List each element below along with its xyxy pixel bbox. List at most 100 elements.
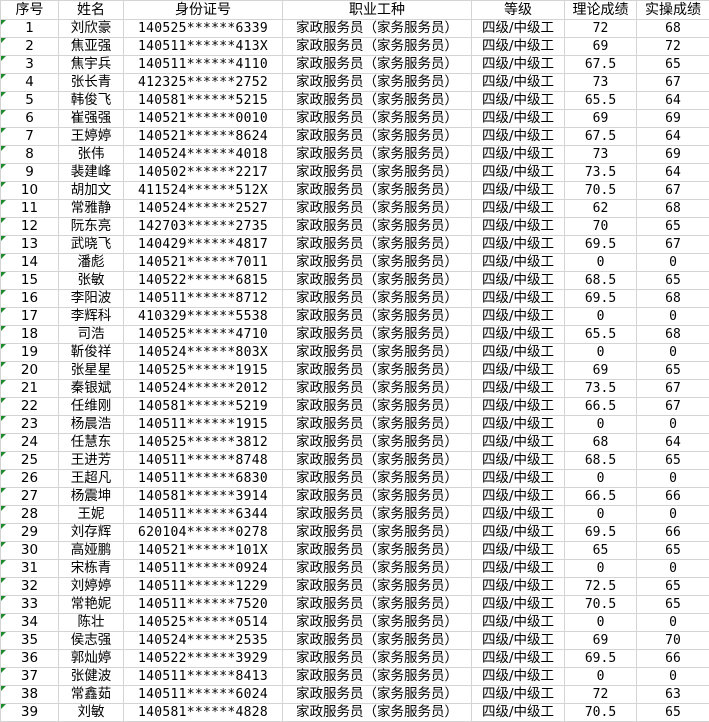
index-cell[interactable]: 3 [1, 56, 59, 74]
index-cell[interactable]: 21 [1, 380, 59, 398]
occupation-cell[interactable]: 家政服务员（家务服务员） [283, 326, 472, 344]
theory-score-cell[interactable]: 69 [565, 38, 637, 56]
practice-score-cell[interactable]: 67 [637, 74, 709, 92]
practice-score-cell[interactable]: 68 [637, 290, 709, 308]
practice-score-cell[interactable]: 64 [637, 434, 709, 452]
id-number-cell[interactable]: 140521******8624 [124, 128, 283, 146]
occupation-cell[interactable]: 家政服务员（家务服务员） [283, 560, 472, 578]
id-number-cell[interactable]: 140511******8748 [124, 452, 283, 470]
id-number-cell[interactable]: 140525******3812 [124, 434, 283, 452]
practice-score-cell[interactable]: 0 [637, 668, 709, 686]
practice-score-cell[interactable]: 0 [637, 254, 709, 272]
level-cell[interactable]: 四级/中级工 [472, 128, 565, 146]
theory-score-cell[interactable]: 65.5 [565, 92, 637, 110]
practice-score-cell[interactable]: 64 [637, 128, 709, 146]
level-cell[interactable]: 四级/中级工 [472, 470, 565, 488]
occupation-cell[interactable]: 家政服务员（家务服务员） [283, 236, 472, 254]
id-number-cell[interactable]: 140581******4828 [124, 704, 283, 722]
level-cell[interactable]: 四级/中级工 [472, 416, 565, 434]
theory-score-cell[interactable]: 68 [565, 434, 637, 452]
practice-score-cell[interactable]: 69 [637, 110, 709, 128]
id-number-cell[interactable]: 140511******6344 [124, 506, 283, 524]
practice-score-cell[interactable]: 0 [637, 416, 709, 434]
practice-score-cell[interactable]: 66 [637, 488, 709, 506]
practice-score-cell[interactable]: 64 [637, 164, 709, 182]
id-number-cell[interactable]: 140525******0514 [124, 614, 283, 632]
level-cell[interactable]: 四级/中级工 [472, 614, 565, 632]
id-number-cell[interactable]: 140524******2535 [124, 632, 283, 650]
id-number-cell[interactable]: 140525******1915 [124, 362, 283, 380]
theory-score-cell[interactable]: 0 [565, 344, 637, 362]
index-cell[interactable]: 6 [1, 110, 59, 128]
index-cell[interactable]: 12 [1, 218, 59, 236]
id-number-cell[interactable]: 140521******101X [124, 542, 283, 560]
level-cell[interactable]: 四级/中级工 [472, 20, 565, 38]
index-cell[interactable]: 22 [1, 398, 59, 416]
level-cell[interactable]: 四级/中级工 [472, 200, 565, 218]
level-cell[interactable]: 四级/中级工 [472, 254, 565, 272]
level-cell[interactable]: 四级/中级工 [472, 146, 565, 164]
id-number-cell[interactable]: 411524******512X [124, 182, 283, 200]
practice-score-cell[interactable]: 65 [637, 452, 709, 470]
occupation-cell[interactable]: 家政服务员（家务服务员） [283, 128, 472, 146]
id-number-cell[interactable]: 140511******6024 [124, 686, 283, 704]
practice-score-cell[interactable]: 68 [637, 326, 709, 344]
header-name[interactable]: 姓名 [59, 1, 124, 20]
practice-score-cell[interactable]: 68 [637, 200, 709, 218]
occupation-cell[interactable]: 家政服务员（家务服务员） [283, 668, 472, 686]
id-number-cell[interactable]: 140511******413X [124, 38, 283, 56]
occupation-cell[interactable]: 家政服务员（家务服务员） [283, 200, 472, 218]
theory-score-cell[interactable]: 68.5 [565, 272, 637, 290]
index-cell[interactable]: 25 [1, 452, 59, 470]
practice-score-cell[interactable]: 0 [637, 614, 709, 632]
practice-score-cell[interactable]: 64 [637, 92, 709, 110]
theory-score-cell[interactable]: 67.5 [565, 128, 637, 146]
name-cell[interactable]: 杨晨浩 [59, 416, 124, 434]
id-number-cell[interactable]: 140524******2012 [124, 380, 283, 398]
id-number-cell[interactable]: 140511******8712 [124, 290, 283, 308]
occupation-cell[interactable]: 家政服务员（家务服务员） [283, 470, 472, 488]
name-cell[interactable]: 王超凡 [59, 470, 124, 488]
level-cell[interactable]: 四级/中级工 [472, 452, 565, 470]
level-cell[interactable]: 四级/中级工 [472, 92, 565, 110]
id-number-cell[interactable]: 140524******803X [124, 344, 283, 362]
occupation-cell[interactable]: 家政服务员（家务服务员） [283, 362, 472, 380]
id-number-cell[interactable]: 140525******6339 [124, 20, 283, 38]
index-cell[interactable]: 36 [1, 650, 59, 668]
index-cell[interactable]: 29 [1, 524, 59, 542]
name-cell[interactable]: 常雅静 [59, 200, 124, 218]
theory-score-cell[interactable]: 66.5 [565, 398, 637, 416]
theory-score-cell[interactable]: 69 [565, 110, 637, 128]
name-cell[interactable]: 陈壮 [59, 614, 124, 632]
index-cell[interactable]: 37 [1, 668, 59, 686]
id-number-cell[interactable]: 140502******2217 [124, 164, 283, 182]
index-cell[interactable]: 7 [1, 128, 59, 146]
name-cell[interactable]: 靳俊祥 [59, 344, 124, 362]
index-cell[interactable]: 20 [1, 362, 59, 380]
name-cell[interactable]: 张伟 [59, 146, 124, 164]
occupation-cell[interactable]: 家政服务员（家务服务员） [283, 272, 472, 290]
occupation-cell[interactable]: 家政服务员（家务服务员） [283, 596, 472, 614]
level-cell[interactable]: 四级/中级工 [472, 110, 565, 128]
header-index[interactable]: 序号 [1, 1, 59, 20]
index-cell[interactable]: 1 [1, 20, 59, 38]
theory-score-cell[interactable]: 69.5 [565, 236, 637, 254]
index-cell[interactable]: 10 [1, 182, 59, 200]
theory-score-cell[interactable]: 73.5 [565, 380, 637, 398]
index-cell[interactable]: 33 [1, 596, 59, 614]
id-number-cell[interactable]: 140581******3914 [124, 488, 283, 506]
index-cell[interactable]: 18 [1, 326, 59, 344]
id-number-cell[interactable]: 410329******5538 [124, 308, 283, 326]
name-cell[interactable]: 王进芳 [59, 452, 124, 470]
id-number-cell[interactable]: 140525******4710 [124, 326, 283, 344]
theory-score-cell[interactable]: 0 [565, 506, 637, 524]
theory-score-cell[interactable]: 0 [565, 560, 637, 578]
occupation-cell[interactable]: 家政服务员（家务服务员） [283, 308, 472, 326]
index-cell[interactable]: 24 [1, 434, 59, 452]
name-cell[interactable]: 常艳妮 [59, 596, 124, 614]
theory-score-cell[interactable]: 62 [565, 200, 637, 218]
id-number-cell[interactable]: 140511******1915 [124, 416, 283, 434]
occupation-cell[interactable]: 家政服务员（家务服务员） [283, 614, 472, 632]
level-cell[interactable]: 四级/中级工 [472, 290, 565, 308]
header-practice-score[interactable]: 实操成绩 [637, 1, 709, 20]
